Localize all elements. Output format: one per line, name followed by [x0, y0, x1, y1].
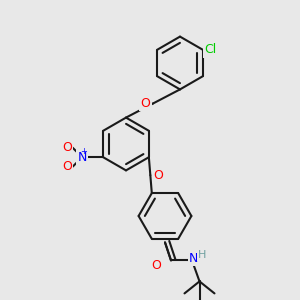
Text: O: O [152, 259, 161, 272]
Text: O: O [153, 169, 163, 182]
Text: +: + [80, 147, 87, 156]
Text: N: N [77, 151, 87, 164]
Text: Cl: Cl [204, 43, 217, 56]
Text: N: N [189, 251, 198, 265]
Text: O: O [62, 160, 72, 173]
Text: H: H [198, 250, 207, 260]
Text: O: O [141, 97, 150, 110]
Text: O: O [62, 141, 72, 154]
